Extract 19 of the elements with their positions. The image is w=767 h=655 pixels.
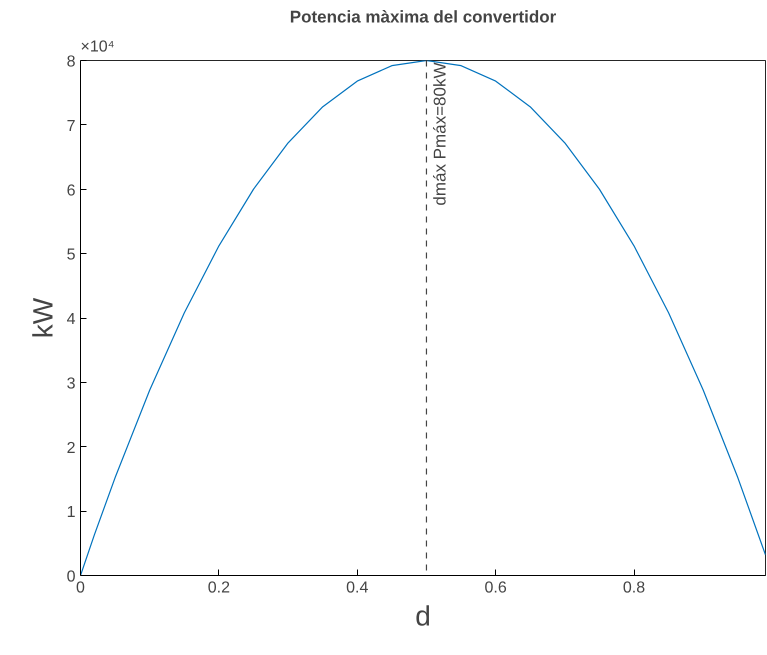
y-tick-label: 4	[66, 311, 76, 328]
y-tick-label: 8	[66, 54, 76, 70]
y-tick-label: 7	[66, 118, 76, 135]
y-tick-label: 6	[66, 182, 76, 200]
x-tick-label: 0.8	[622, 580, 646, 596]
line-series	[80, 60, 766, 576]
chart-title: Potencia màxima del convertidor	[290, 8, 557, 26]
text: ×10⁴	[80, 38, 115, 56]
x-tick-label: 0.2	[208, 580, 230, 596]
y-tick-label: 2	[66, 440, 76, 457]
y-tick-label: 5	[66, 246, 76, 264]
y-tick-label: 0	[66, 568, 76, 586]
x-axis-title: d	[415, 600, 431, 632]
x-tick-label: 0.4	[346, 580, 368, 596]
y-tick-label: 3	[66, 375, 76, 392]
y-tick-label: 1	[66, 504, 76, 522]
x-tick-label: 0.6	[484, 580, 507, 596]
y-axis-title: kW	[28, 297, 59, 338]
annotation: dmáx Pmáx=80kW	[430, 62, 450, 206]
